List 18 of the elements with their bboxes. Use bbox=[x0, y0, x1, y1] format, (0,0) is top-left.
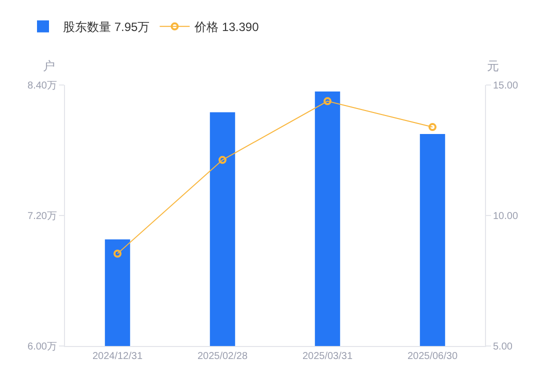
point bbox=[114, 250, 122, 258]
y-tick-label: 6.00万 bbox=[28, 342, 57, 352]
y2-axis-title: 元 bbox=[487, 59, 499, 73]
y2-tick-label: 5.00 bbox=[493, 342, 513, 352]
point bbox=[324, 97, 332, 106]
y2-tick-label: 10.00 bbox=[493, 211, 518, 222]
point bbox=[428, 123, 436, 132]
y-axis-title: 户 bbox=[43, 59, 55, 73]
x-tick-label: 2025/03/31 bbox=[302, 351, 353, 362]
legend-label: 价格 13.390 bbox=[194, 20, 260, 34]
y-tick-label: 7.20万 bbox=[28, 211, 57, 222]
legend-label: 股东数量 7.95万 bbox=[63, 20, 150, 34]
x-tick-label: 2025/06/30 bbox=[407, 351, 458, 362]
x-tick-label: 2025/02/28 bbox=[197, 351, 248, 362]
point bbox=[218, 156, 226, 164]
x-tick-label: 2024/12/31 bbox=[92, 351, 143, 362]
y2-tick-label: 15.00 bbox=[493, 80, 518, 92]
y-tick-label: 8.40万 bbox=[28, 80, 57, 92]
